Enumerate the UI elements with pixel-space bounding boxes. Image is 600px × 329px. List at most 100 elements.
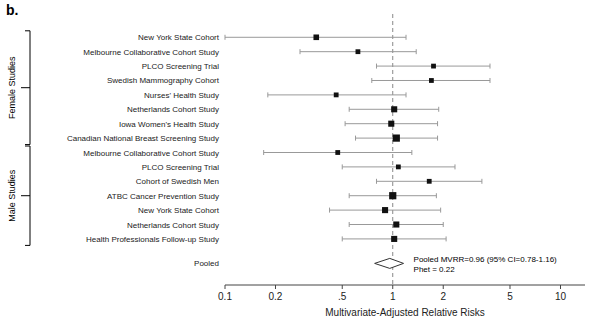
study-row bbox=[356, 134, 438, 141]
category-label: New York State Cohort bbox=[138, 206, 220, 215]
category-label: Health Professionals Follow-up Study bbox=[86, 235, 219, 244]
tick-label: 5 bbox=[507, 291, 513, 302]
ci-cap bbox=[454, 164, 455, 169]
bracket-end bbox=[25, 30, 30, 31]
tick-label: 0.2 bbox=[269, 291, 283, 302]
estimate-box bbox=[356, 49, 361, 54]
category-label: Melbourne Collaborative Cohort Study bbox=[83, 48, 219, 57]
ci-cap bbox=[349, 193, 350, 198]
group-label: Female Studies bbox=[7, 56, 17, 119]
ci-cap bbox=[446, 236, 447, 241]
category-label: Nurses' Health Study bbox=[144, 91, 219, 100]
ci-cap bbox=[371, 78, 372, 83]
chart: b.0.10.2.512510Multivariate-Adjusted Rel… bbox=[0, 0, 600, 329]
estimate-box bbox=[388, 121, 394, 127]
ci-cap bbox=[489, 78, 490, 83]
group-bracket: Male Studies bbox=[7, 146, 30, 245]
ci-cap bbox=[349, 107, 350, 112]
study-row bbox=[376, 64, 490, 69]
study-row bbox=[330, 207, 441, 213]
ci-cap bbox=[436, 193, 437, 198]
ci-cap bbox=[438, 107, 439, 112]
category-label: ATBC Cancer Prevention Study bbox=[107, 192, 219, 201]
estimate-box bbox=[382, 207, 388, 213]
study-row bbox=[349, 221, 443, 227]
estimate-box bbox=[431, 64, 436, 69]
annotation: Phet = 0.22 bbox=[414, 265, 456, 274]
category-label: Pooled bbox=[194, 259, 219, 268]
ci-cap bbox=[345, 121, 346, 126]
study-row bbox=[372, 78, 490, 83]
ci-cap bbox=[406, 92, 407, 97]
study-row bbox=[300, 49, 416, 54]
ci-cap bbox=[342, 236, 343, 241]
category-label: Netherlands Cohort Study bbox=[127, 221, 219, 230]
estimate-box bbox=[334, 92, 339, 97]
ci-cap bbox=[300, 49, 301, 54]
tick bbox=[443, 285, 444, 289]
plot-area bbox=[225, 14, 490, 285]
category-label: Swedish Mammography Cohort bbox=[107, 76, 220, 85]
category-label: Cohort of Swedish Men bbox=[136, 177, 219, 186]
tick bbox=[342, 285, 343, 289]
tick-label: 10 bbox=[555, 291, 567, 302]
ci-cap bbox=[406, 35, 407, 40]
estimate-box bbox=[427, 179, 432, 184]
estimate-box bbox=[389, 192, 396, 199]
bracket-tip bbox=[21, 195, 30, 196]
tick-label: 1 bbox=[390, 291, 396, 302]
study-row bbox=[264, 150, 412, 155]
x-axis-label: Multivariate-Adjusted Relative Risks bbox=[325, 307, 485, 318]
tick-label: .5 bbox=[338, 291, 347, 302]
tick bbox=[225, 285, 226, 289]
estimate-box bbox=[391, 106, 397, 112]
bracket-end bbox=[25, 146, 30, 147]
group-bracket: Female Studies bbox=[7, 31, 30, 145]
category-label: Canadian National Breast Screening Study bbox=[67, 134, 219, 143]
bracket-end bbox=[25, 245, 30, 246]
ci-cap bbox=[489, 64, 490, 69]
ci-cap bbox=[342, 164, 343, 169]
pooled-diamond bbox=[375, 258, 404, 268]
axis-line bbox=[225, 285, 585, 286]
tick-label: 0.1 bbox=[218, 291, 232, 302]
title: b. bbox=[6, 2, 18, 18]
category-label: New York State Cohort bbox=[138, 33, 220, 42]
bracket-tip bbox=[21, 87, 30, 88]
tick bbox=[509, 285, 510, 289]
ci-cap bbox=[376, 64, 377, 69]
study-row bbox=[376, 179, 481, 184]
tick bbox=[560, 285, 561, 289]
study-row bbox=[268, 92, 406, 97]
ci-cap bbox=[411, 150, 412, 155]
ci-cap bbox=[481, 179, 482, 184]
ci-cap bbox=[437, 121, 438, 126]
category-label: PLCO Screening Trial bbox=[142, 62, 220, 71]
category-label: Melbourne Collaborative Cohort Study bbox=[83, 149, 219, 158]
group-label: Male Studies bbox=[7, 169, 17, 222]
estimate-box bbox=[335, 150, 340, 155]
estimate-box bbox=[313, 34, 319, 40]
category-label: Iowa Women's Health Study bbox=[119, 120, 219, 129]
ci-cap bbox=[355, 136, 356, 141]
x-axis: 0.10.2.512510 bbox=[218, 285, 585, 302]
study-row bbox=[345, 121, 437, 127]
ci-cap bbox=[437, 136, 438, 141]
reference-line bbox=[392, 14, 393, 285]
category-label: PLCO Screening Trial bbox=[142, 163, 220, 172]
ci-cap bbox=[376, 179, 377, 184]
ci-cap bbox=[443, 222, 444, 227]
tick bbox=[392, 285, 393, 289]
ci-cap bbox=[225, 35, 226, 40]
tick bbox=[275, 285, 276, 289]
study-row bbox=[349, 106, 439, 112]
bracket-end bbox=[25, 144, 30, 145]
estimate-box bbox=[396, 165, 401, 170]
ci-cap bbox=[416, 49, 417, 54]
estimate-box bbox=[429, 78, 434, 83]
study-row bbox=[349, 192, 436, 199]
estimate-box bbox=[393, 221, 399, 227]
ci-cap bbox=[349, 222, 350, 227]
ci-cap bbox=[263, 150, 264, 155]
estimate-box bbox=[393, 134, 400, 141]
